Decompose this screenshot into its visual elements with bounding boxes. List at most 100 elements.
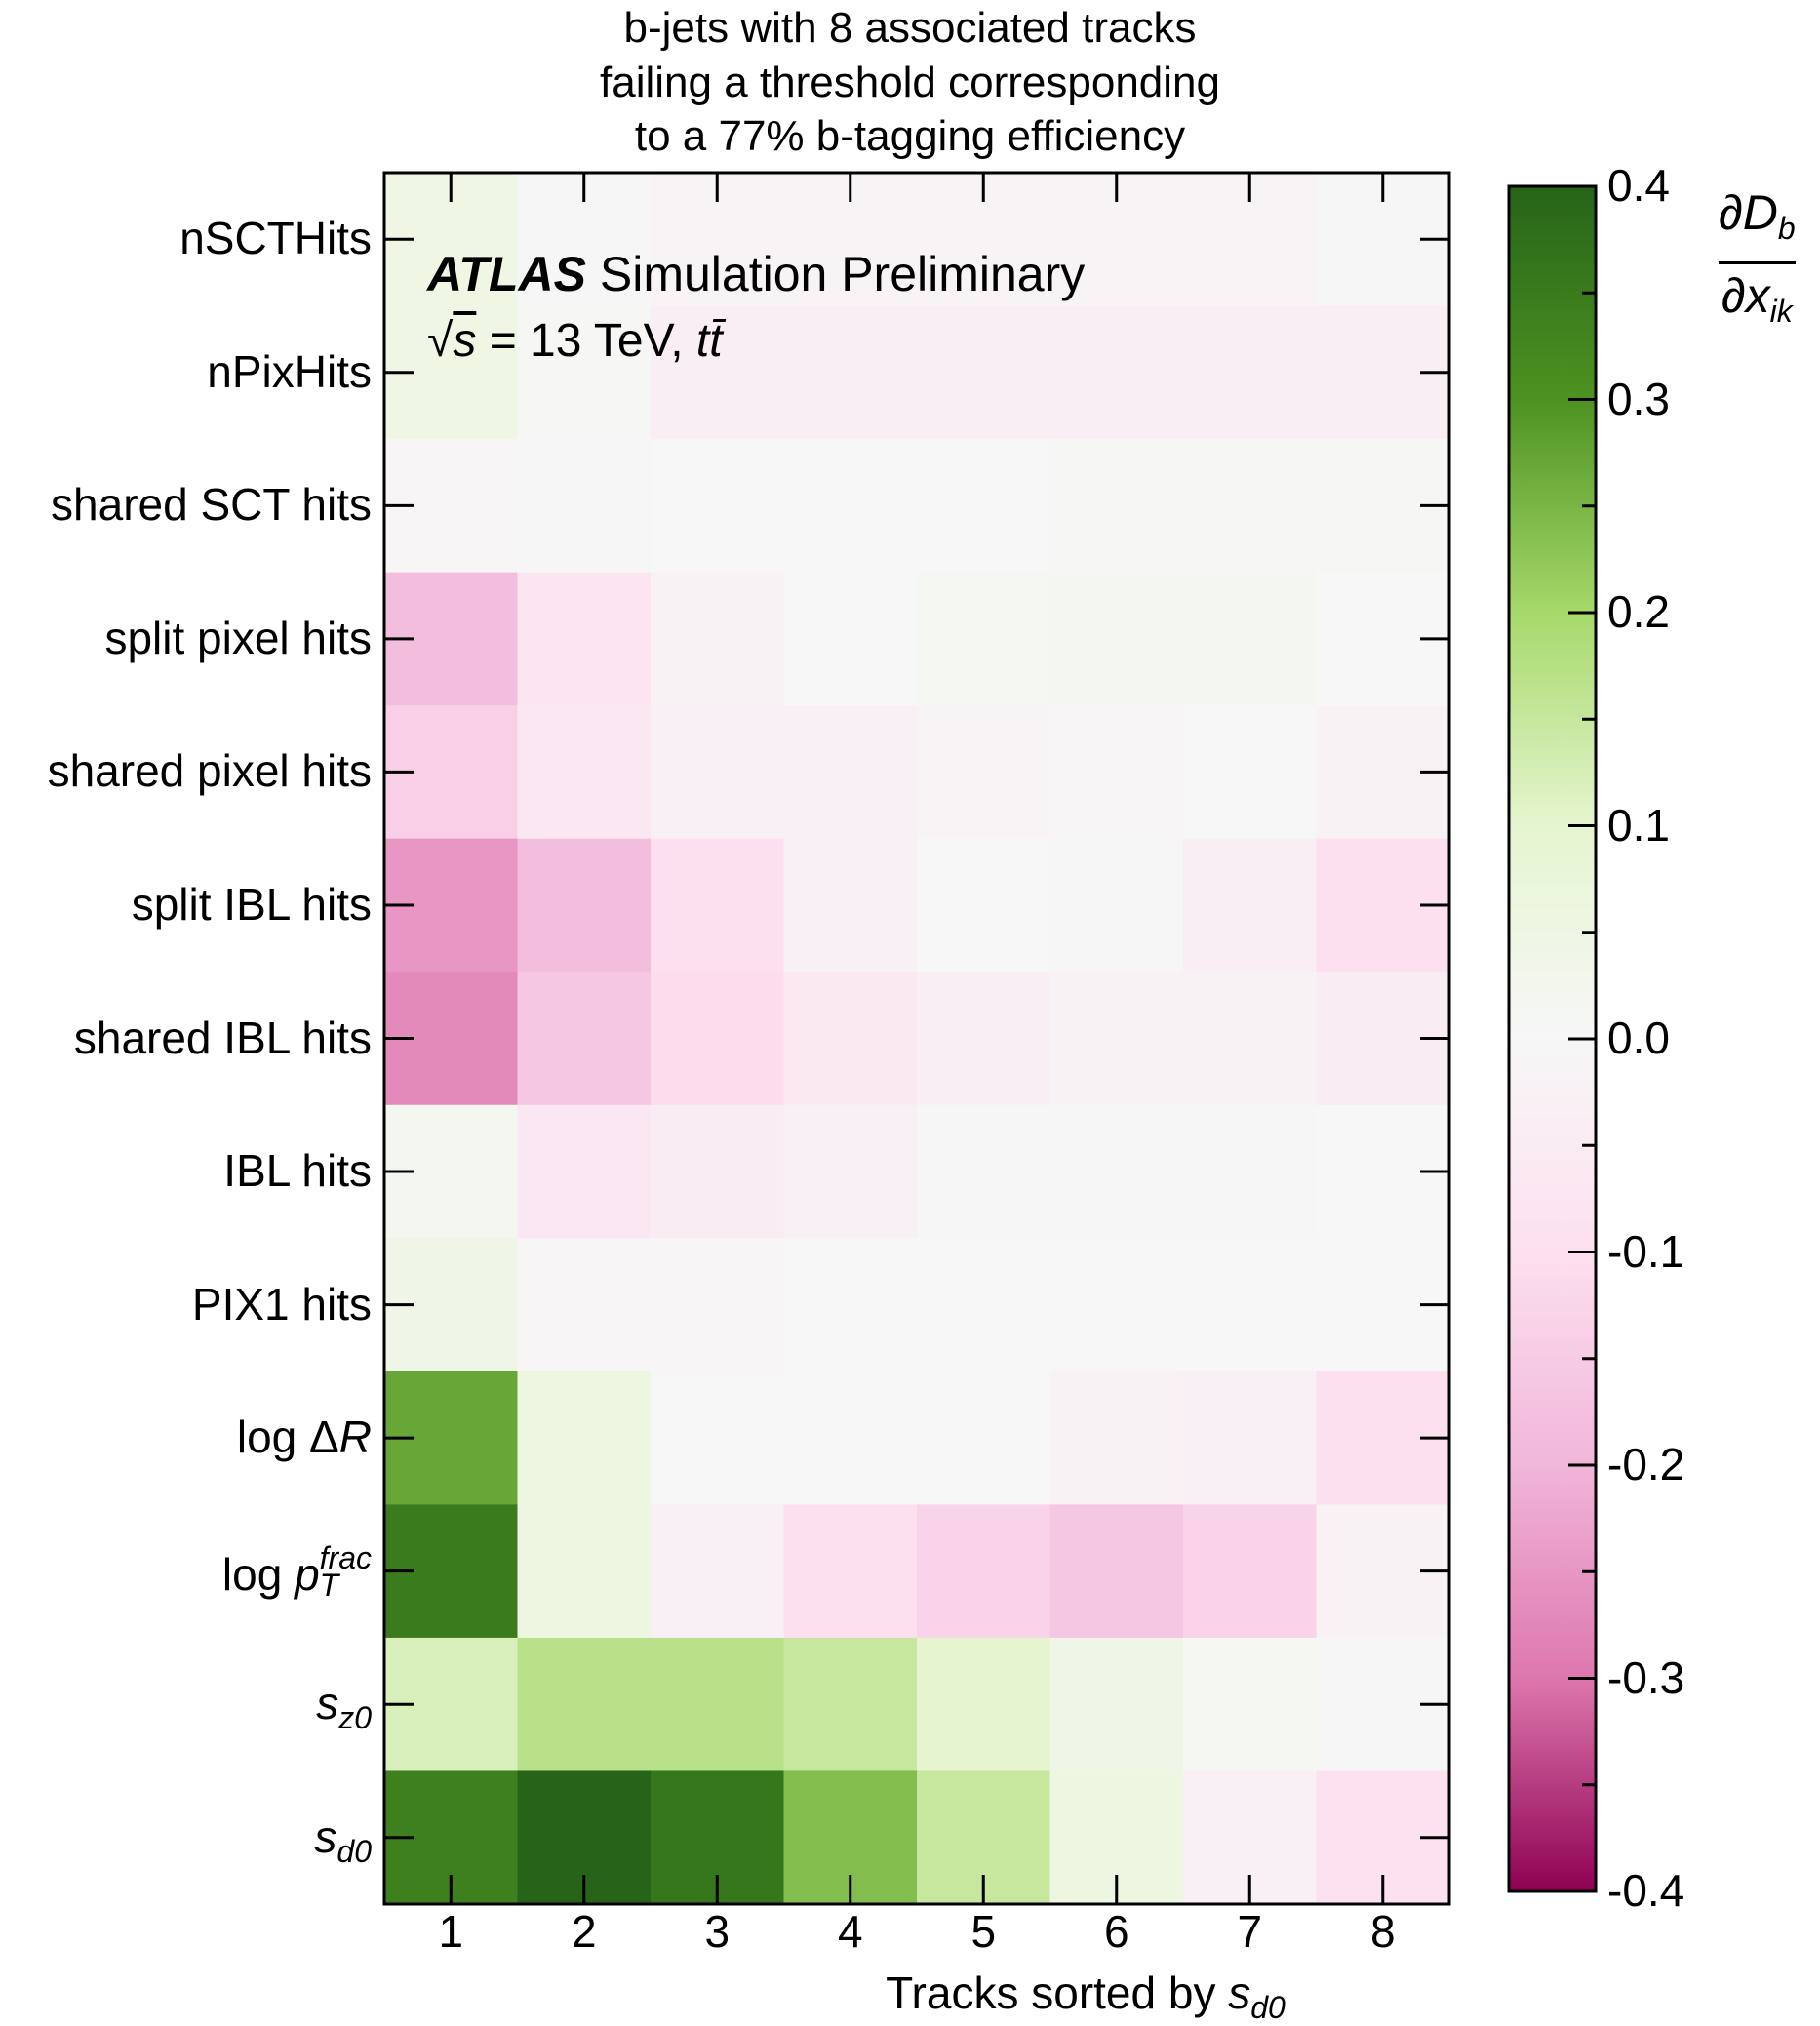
heatmap-cell [783, 439, 918, 574]
colorbar-tick-label: -0.3 [1607, 1651, 1685, 1703]
colorbar-label: ∂Db ∂xik [1719, 185, 1796, 329]
heatmap-cell [917, 439, 1051, 574]
heatmap-cell [1049, 1637, 1184, 1772]
heatmap-cell [783, 838, 918, 973]
colorbar-tick-label: -0.2 [1607, 1439, 1685, 1490]
heatmap-cell [917, 1104, 1051, 1239]
x-tick-label: 3 [704, 1906, 731, 1957]
heatmap-cell [917, 572, 1051, 706]
colorbar-tick-label: -0.4 [1607, 1865, 1685, 1916]
y-tick-label: shared IBL hits [73, 1012, 372, 1063]
y-tick-label: nPixHits [207, 345, 372, 397]
colorbar-tick-label: 0.2 [1607, 586, 1670, 637]
colorbar-tick-label: 0.1 [1607, 799, 1670, 851]
y-tick-label: log ΔR [236, 1411, 372, 1463]
heatmap-cell [1049, 305, 1184, 440]
heatmap-cell [651, 1371, 785, 1505]
heatmap-cell [917, 1637, 1051, 1772]
y-tick-label: sz0 [316, 1678, 372, 1736]
heatmap-cell [1049, 705, 1184, 840]
heatmap-cell [783, 972, 918, 1106]
heatmap-cell [1183, 838, 1318, 973]
heatmap-cell [651, 1104, 785, 1239]
heatmap-cell [1049, 572, 1184, 706]
heatmap-cell [1049, 838, 1184, 973]
heatmap-cell [783, 1238, 918, 1372]
heatmap-cell [783, 1504, 918, 1639]
heatmap-cell [783, 572, 918, 706]
heatmap-cell [651, 439, 785, 574]
y-tick-label: shared SCT hits [51, 479, 372, 531]
y-tick-label: IBL hits [223, 1145, 372, 1197]
heatmap-cell [651, 705, 785, 840]
colorbar-tick-label: -0.1 [1607, 1225, 1685, 1277]
y-tick-label: nSCTHits [179, 213, 372, 264]
title-line-1: b-jets with 8 associated tracks [623, 4, 1197, 52]
heatmap-cell [517, 305, 652, 440]
colorbar-tick-label: 0.4 [1607, 160, 1670, 211]
x-tick-label: 7 [1237, 1906, 1263, 1957]
energy-label: √s = 13 TeV, tt̄ [427, 315, 723, 367]
x-axis-label: Tracks sorted by sd0 [886, 1967, 1286, 2025]
heatmap-cell [651, 1637, 785, 1772]
heatmap-cell [517, 572, 652, 706]
heatmap-cell [517, 1371, 652, 1505]
heatmap-cell [517, 1637, 652, 1772]
heatmap-cell [1183, 1104, 1318, 1239]
heatmap-cell [517, 1238, 652, 1372]
heatmap-cell [517, 972, 652, 1106]
x-tick-label: 1 [438, 1906, 464, 1957]
heatmap-cell [1049, 1238, 1184, 1372]
heatmap-cell [1183, 1504, 1318, 1639]
x-tick-label: 6 [1103, 1906, 1129, 1957]
y-tick-label: split pixel hits [104, 612, 372, 663]
heatmap-cell [1049, 1371, 1184, 1505]
heatmap-cell [517, 1104, 652, 1239]
y-tick-label: log p frac T [221, 1539, 372, 1603]
heatmap-cell [917, 838, 1051, 973]
heatmap-cell [917, 705, 1051, 840]
title-line-2: failing a threshold corresponding [600, 59, 1220, 106]
heatmap-cell [917, 305, 1051, 440]
heatmap-cell [783, 1104, 918, 1239]
x-tick-label: 5 [970, 1906, 997, 1957]
heatmap-cell [1049, 1504, 1184, 1639]
heatmap-cell [783, 1637, 918, 1772]
y-tick-label: sd0 [314, 1810, 372, 1869]
title-line-3: to a 77% b-tagging efficiency [634, 112, 1186, 160]
heatmap-cell [783, 305, 918, 440]
heatmap-cell [1049, 439, 1184, 574]
heatmap-cell [651, 305, 785, 440]
heatmap-cell [1183, 1371, 1318, 1505]
x-tick-label: 4 [837, 1906, 863, 1957]
y-tick-label: PIX1 hits [191, 1278, 372, 1330]
heatmap-cell [1049, 972, 1184, 1106]
heatmap-cell [917, 1371, 1051, 1505]
heatmap-cell [517, 1504, 652, 1639]
heatmap-cell [917, 1238, 1051, 1372]
y-tick-label: shared pixel hits [47, 745, 372, 797]
heatmap-cell [651, 1504, 785, 1639]
heatmap-cell [783, 705, 918, 840]
heatmap-cell [783, 1371, 918, 1505]
heatmap-cell [651, 572, 785, 706]
heatmap-cell [651, 838, 785, 973]
heatmap-cell [1183, 972, 1318, 1106]
heatmap-cell [1049, 1104, 1184, 1239]
heatmap-cell [917, 972, 1051, 1106]
heatmap-cell [517, 838, 652, 973]
y-tick-label: split IBL hits [131, 878, 372, 930]
heatmap-cell [917, 1504, 1051, 1639]
heatmap-cell [517, 705, 652, 840]
heatmap-cell [1183, 305, 1318, 440]
heatmap-cell [1183, 705, 1318, 840]
colorbar-tick-label: 0.0 [1607, 1013, 1670, 1063]
heatmap-cell [651, 972, 785, 1106]
heatmap-cell [517, 439, 652, 574]
heatmap-cell [1183, 1637, 1318, 1772]
heatmap-cell [1183, 439, 1318, 574]
colorbar-tick-label: 0.3 [1607, 373, 1670, 424]
heatmap-cell [1183, 572, 1318, 706]
heatmap-cell [651, 1238, 785, 1372]
